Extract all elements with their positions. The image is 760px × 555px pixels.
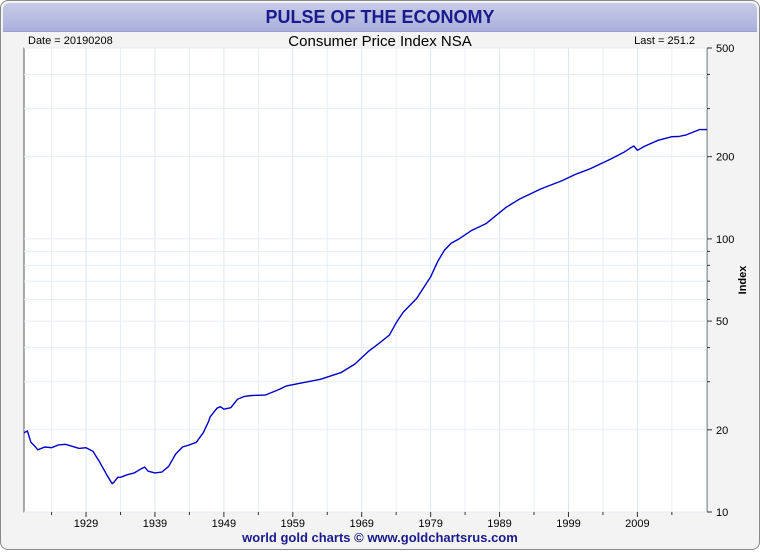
- y-tick-label: 50: [716, 316, 728, 328]
- x-tick-label: 1959: [281, 518, 305, 530]
- series-layer: [23, 128, 707, 485]
- x-tick-label: 1969: [349, 518, 373, 530]
- grid: [24, 47, 707, 513]
- last-label: Last = 251.2: [634, 35, 695, 47]
- page-title: PULSE OF THE ECONOMY: [3, 3, 757, 32]
- date-label: Date = 20190208: [28, 35, 113, 47]
- footer-credit: world gold charts © www.goldchartsrus.co…: [242, 530, 518, 545]
- y-tick-label: 500: [716, 43, 734, 55]
- x-axis-ticks: 1929 1939 1949 1959 1969 1979 1989 1999 2009: [51, 512, 673, 530]
- y-axis-label: Index: [737, 265, 749, 295]
- x-tick-label: 2009: [625, 518, 649, 530]
- x-tick-label: 1929: [74, 518, 98, 530]
- plot-area: [23, 47, 708, 513]
- x-tick-label: 1999: [556, 518, 580, 530]
- x-tick-label: 1939: [143, 518, 167, 530]
- y-tick-label: 100: [716, 234, 734, 246]
- y-axis-ticks: 10 20 50 100 200 500: [707, 43, 734, 519]
- y-tick-label: 20: [716, 425, 728, 437]
- x-tick-label: 1949: [212, 518, 236, 530]
- chart-title: Consumer Price Index NSA: [288, 33, 471, 50]
- y-tick-label: 10: [716, 507, 728, 519]
- x-tick-label: 1979: [418, 518, 442, 530]
- y-tick-label: 200: [716, 152, 734, 164]
- cpi-series-line: [23, 128, 707, 485]
- x-tick-label: 1989: [487, 518, 511, 530]
